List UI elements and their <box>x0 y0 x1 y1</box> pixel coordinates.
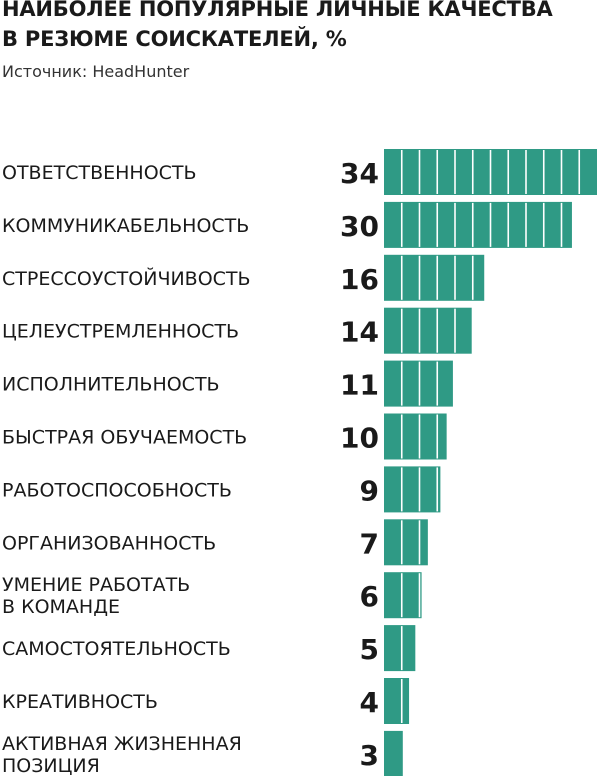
value-label: 30 <box>340 210 379 243</box>
category-label: РАБОТОСПОСОБНОСТЬ <box>2 479 232 501</box>
category-label: ИСПОЛНИТЕЛЬНОСТЬ <box>2 374 220 396</box>
bar <box>384 625 416 672</box>
category-label: ЦЕЛЕУСТРЕМЛЕННОСТЬ <box>2 321 239 343</box>
chart-source: Источник: HeadHunter <box>2 62 190 81</box>
chart-title: НАИБОЛЕЕ ПОПУЛЯРНЫЕ ЛИЧНЫЕ КАЧЕСТВА В РЕ… <box>2 0 553 51</box>
bar <box>384 466 441 513</box>
category-label: СТРЕССОУСТОЙЧИВОСТЬ <box>2 267 251 290</box>
value-label: 14 <box>340 316 379 349</box>
bar <box>384 413 447 460</box>
value-label: 9 <box>360 474 379 507</box>
category-label: АКТИВНАЯ ЖИЗНЕННАЯ ПОЗИЦИЯ <box>2 733 242 776</box>
value-label: 7 <box>360 527 379 560</box>
bar <box>384 201 572 248</box>
category-label: КРЕАТИВНОСТЬ <box>2 691 158 713</box>
bar <box>384 730 403 776</box>
value-label: 11 <box>340 369 379 402</box>
bar <box>384 360 453 407</box>
bar <box>384 572 422 619</box>
category-label: ОТВЕТСТВЕННОСТЬ <box>2 162 197 184</box>
category-label: БЫСТРАЯ ОБУЧАЕМОСТЬ <box>2 427 247 449</box>
value-label: 34 <box>340 157 379 190</box>
value-label: 4 <box>360 686 379 719</box>
bar <box>384 519 428 566</box>
bar <box>384 254 485 301</box>
category-label: КОММУНИКАБЕЛЬНОСТЬ <box>2 215 249 237</box>
value-label: 6 <box>360 580 379 613</box>
bar <box>384 307 472 354</box>
value-label: 5 <box>360 633 379 666</box>
bar <box>384 678 410 724</box>
category-label: САМОСТОЯТЕЛЬНОСТЬ <box>2 638 231 660</box>
category-label: ОРГАНИЗОВАННОСТЬ <box>2 532 216 554</box>
value-label: 16 <box>340 263 379 296</box>
category-label: УМЕНИЕ РАБОТАТЬ В КОМАНДЕ <box>2 574 190 618</box>
value-label: 10 <box>340 422 379 455</box>
value-label: 3 <box>360 739 379 772</box>
